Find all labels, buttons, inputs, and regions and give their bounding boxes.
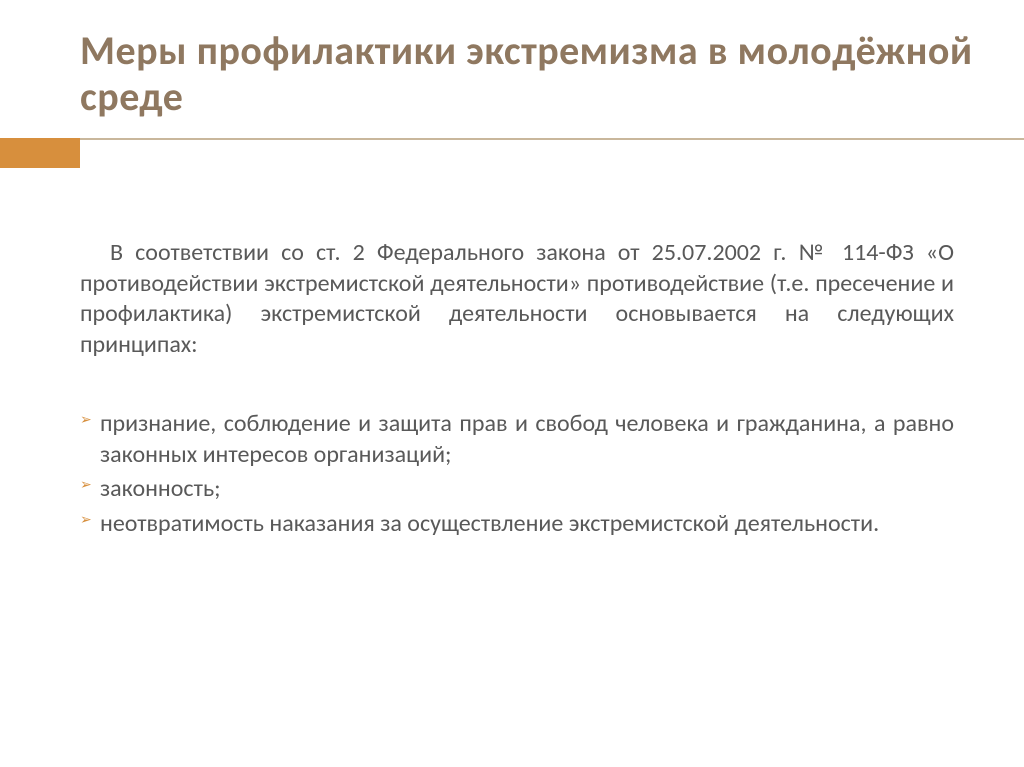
divider-line (80, 138, 1024, 140)
header: Меры профилактики экстремизма в молодёжн… (0, 0, 1024, 120)
accent-block (0, 138, 80, 168)
slide-title: Меры профилактики экстремизма в молодёжн… (80, 28, 1024, 120)
list-item: неотвратимость наказания за осуществлени… (80, 509, 954, 540)
slide: Меры профилактики экстремизма в молодёжн… (0, 0, 1024, 767)
list-item: законность; (80, 474, 954, 505)
intro-paragraph: В соответствии со ст. 2 Федерального зак… (80, 238, 954, 361)
list-item: признание, соблюдение и защита прав и св… (80, 409, 954, 470)
content-area: В соответствии со ст. 2 Федерального зак… (0, 168, 1024, 540)
title-underline (0, 138, 1024, 168)
bullet-list: признание, соблюдение и защита прав и св… (80, 409, 954, 540)
